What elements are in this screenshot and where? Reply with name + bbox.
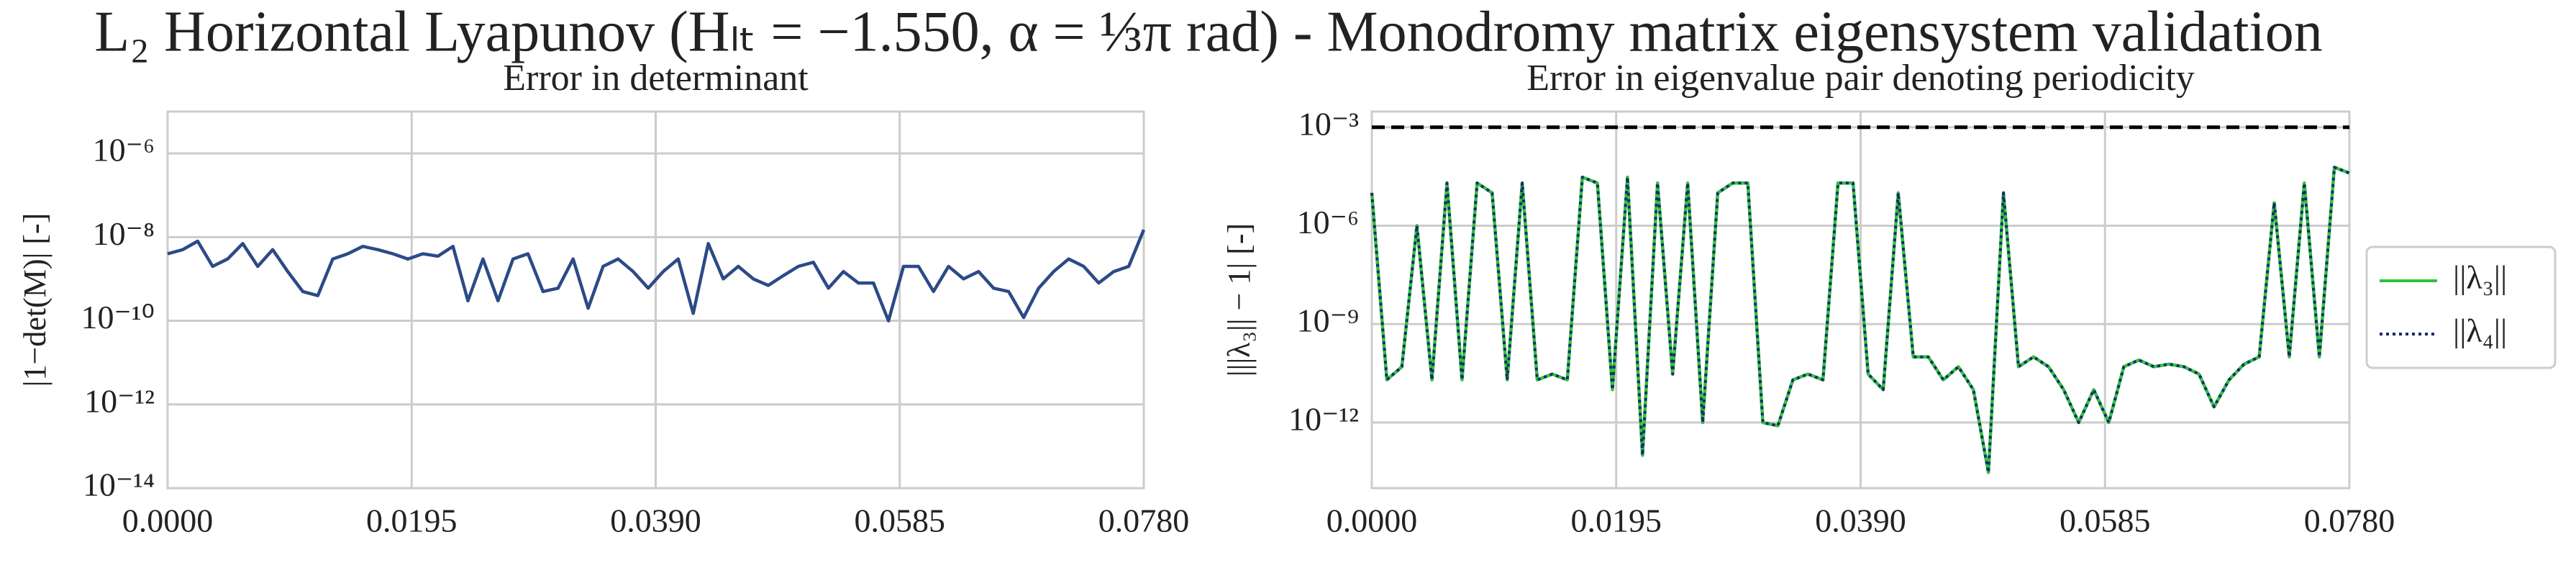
y-tick-label: 10⁻⁶ — [1297, 204, 1359, 240]
data-line — [167, 229, 1146, 323]
y-tick-label: 10⁻¹⁰ — [81, 299, 155, 335]
x-tick-label: 0.0780 — [2304, 503, 2395, 539]
y-tick-label: 10⁻⁸ — [93, 215, 155, 252]
data-line — [1370, 166, 2350, 474]
legend-label: ||λ₄|| — [2453, 312, 2507, 349]
legend-box — [2365, 246, 2557, 369]
y-tick-label: 10⁻⁶ — [93, 132, 155, 168]
x-tick-label: 0.0195 — [366, 503, 458, 539]
y-axis-label: |||λ₃|| − 1| [-] — [1221, 223, 1257, 377]
figure-title: L₂ Horizontal Lyapunov (Hₗₜ = −1.550, α … — [94, 0, 2322, 63]
y-tick-label: 10⁻¹² — [84, 382, 155, 419]
x-tick-label: 0.0000 — [122, 503, 214, 539]
y-tick-label: 10⁻³ — [1298, 105, 1359, 142]
x-tick-label: 0.0585 — [855, 503, 946, 539]
x-tick-label: 0.0390 — [1815, 503, 1906, 539]
y-tick-label: 10⁻¹⁴ — [83, 467, 155, 503]
y-tick-label: 10⁻⁹ — [1297, 302, 1359, 339]
subplot-title: Error in eigenvalue pair denoting period… — [1526, 58, 2194, 99]
y-axis-label: |1−det(M)| [-] — [17, 213, 53, 387]
x-tick-label: 0.0000 — [1326, 503, 1418, 539]
legend-label: ||λ₃|| — [2453, 259, 2507, 296]
x-tick-label: 0.0585 — [2060, 503, 2151, 539]
x-tick-label: 0.0780 — [1098, 503, 1190, 539]
subplot-title: Error in determinant — [503, 58, 809, 99]
x-tick-label: 0.0390 — [610, 503, 701, 539]
x-tick-label: 0.0195 — [1571, 503, 1662, 539]
y-tick-label: 10⁻¹² — [1288, 400, 1359, 437]
